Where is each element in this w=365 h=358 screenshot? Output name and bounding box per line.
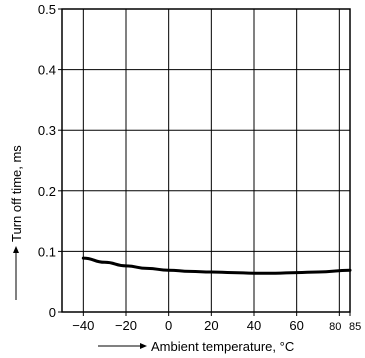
grid-lines bbox=[58, 8, 351, 316]
x-tick-label: −40 bbox=[72, 318, 94, 333]
y-tick-label: 0.3 bbox=[38, 123, 56, 138]
y-tick-labels: 0 0.1 0.2 0.3 0.4 0.5 bbox=[38, 2, 56, 320]
y-tick-label: 0.1 bbox=[38, 244, 56, 259]
y-tick-label: 0.4 bbox=[38, 63, 56, 78]
y-axis-arrow-head bbox=[13, 246, 19, 253]
x-tick-label: 80 bbox=[329, 321, 341, 333]
y-axis-label-group: Turn off time, ms bbox=[9, 145, 24, 300]
x-axis-label-group: Ambient temperature, °C bbox=[98, 339, 294, 354]
x-axis-arrow-head bbox=[140, 343, 147, 349]
x-tick-label: −20 bbox=[115, 318, 137, 333]
x-tick-label: 60 bbox=[289, 318, 303, 333]
x-tick-labels: −40 −20 0 20 40 60 80 85 bbox=[72, 318, 361, 333]
series-line bbox=[81, 256, 352, 275]
y-axis-label: Turn off time, ms bbox=[9, 145, 24, 242]
plot-area bbox=[61, 8, 351, 313]
x-tick-label: 0 bbox=[165, 318, 172, 333]
x-tick-label: 85 bbox=[349, 321, 361, 333]
series-lines bbox=[81, 256, 352, 275]
plot-frame bbox=[61, 8, 351, 313]
y-tick-label: 0 bbox=[49, 305, 56, 320]
y-tick-label: 0.5 bbox=[38, 2, 56, 17]
x-axis-label: Ambient temperature, °C bbox=[151, 339, 294, 354]
x-tick-label: 40 bbox=[247, 318, 261, 333]
x-tick-label: 20 bbox=[204, 318, 218, 333]
y-tick-label: 0.2 bbox=[38, 184, 56, 199]
